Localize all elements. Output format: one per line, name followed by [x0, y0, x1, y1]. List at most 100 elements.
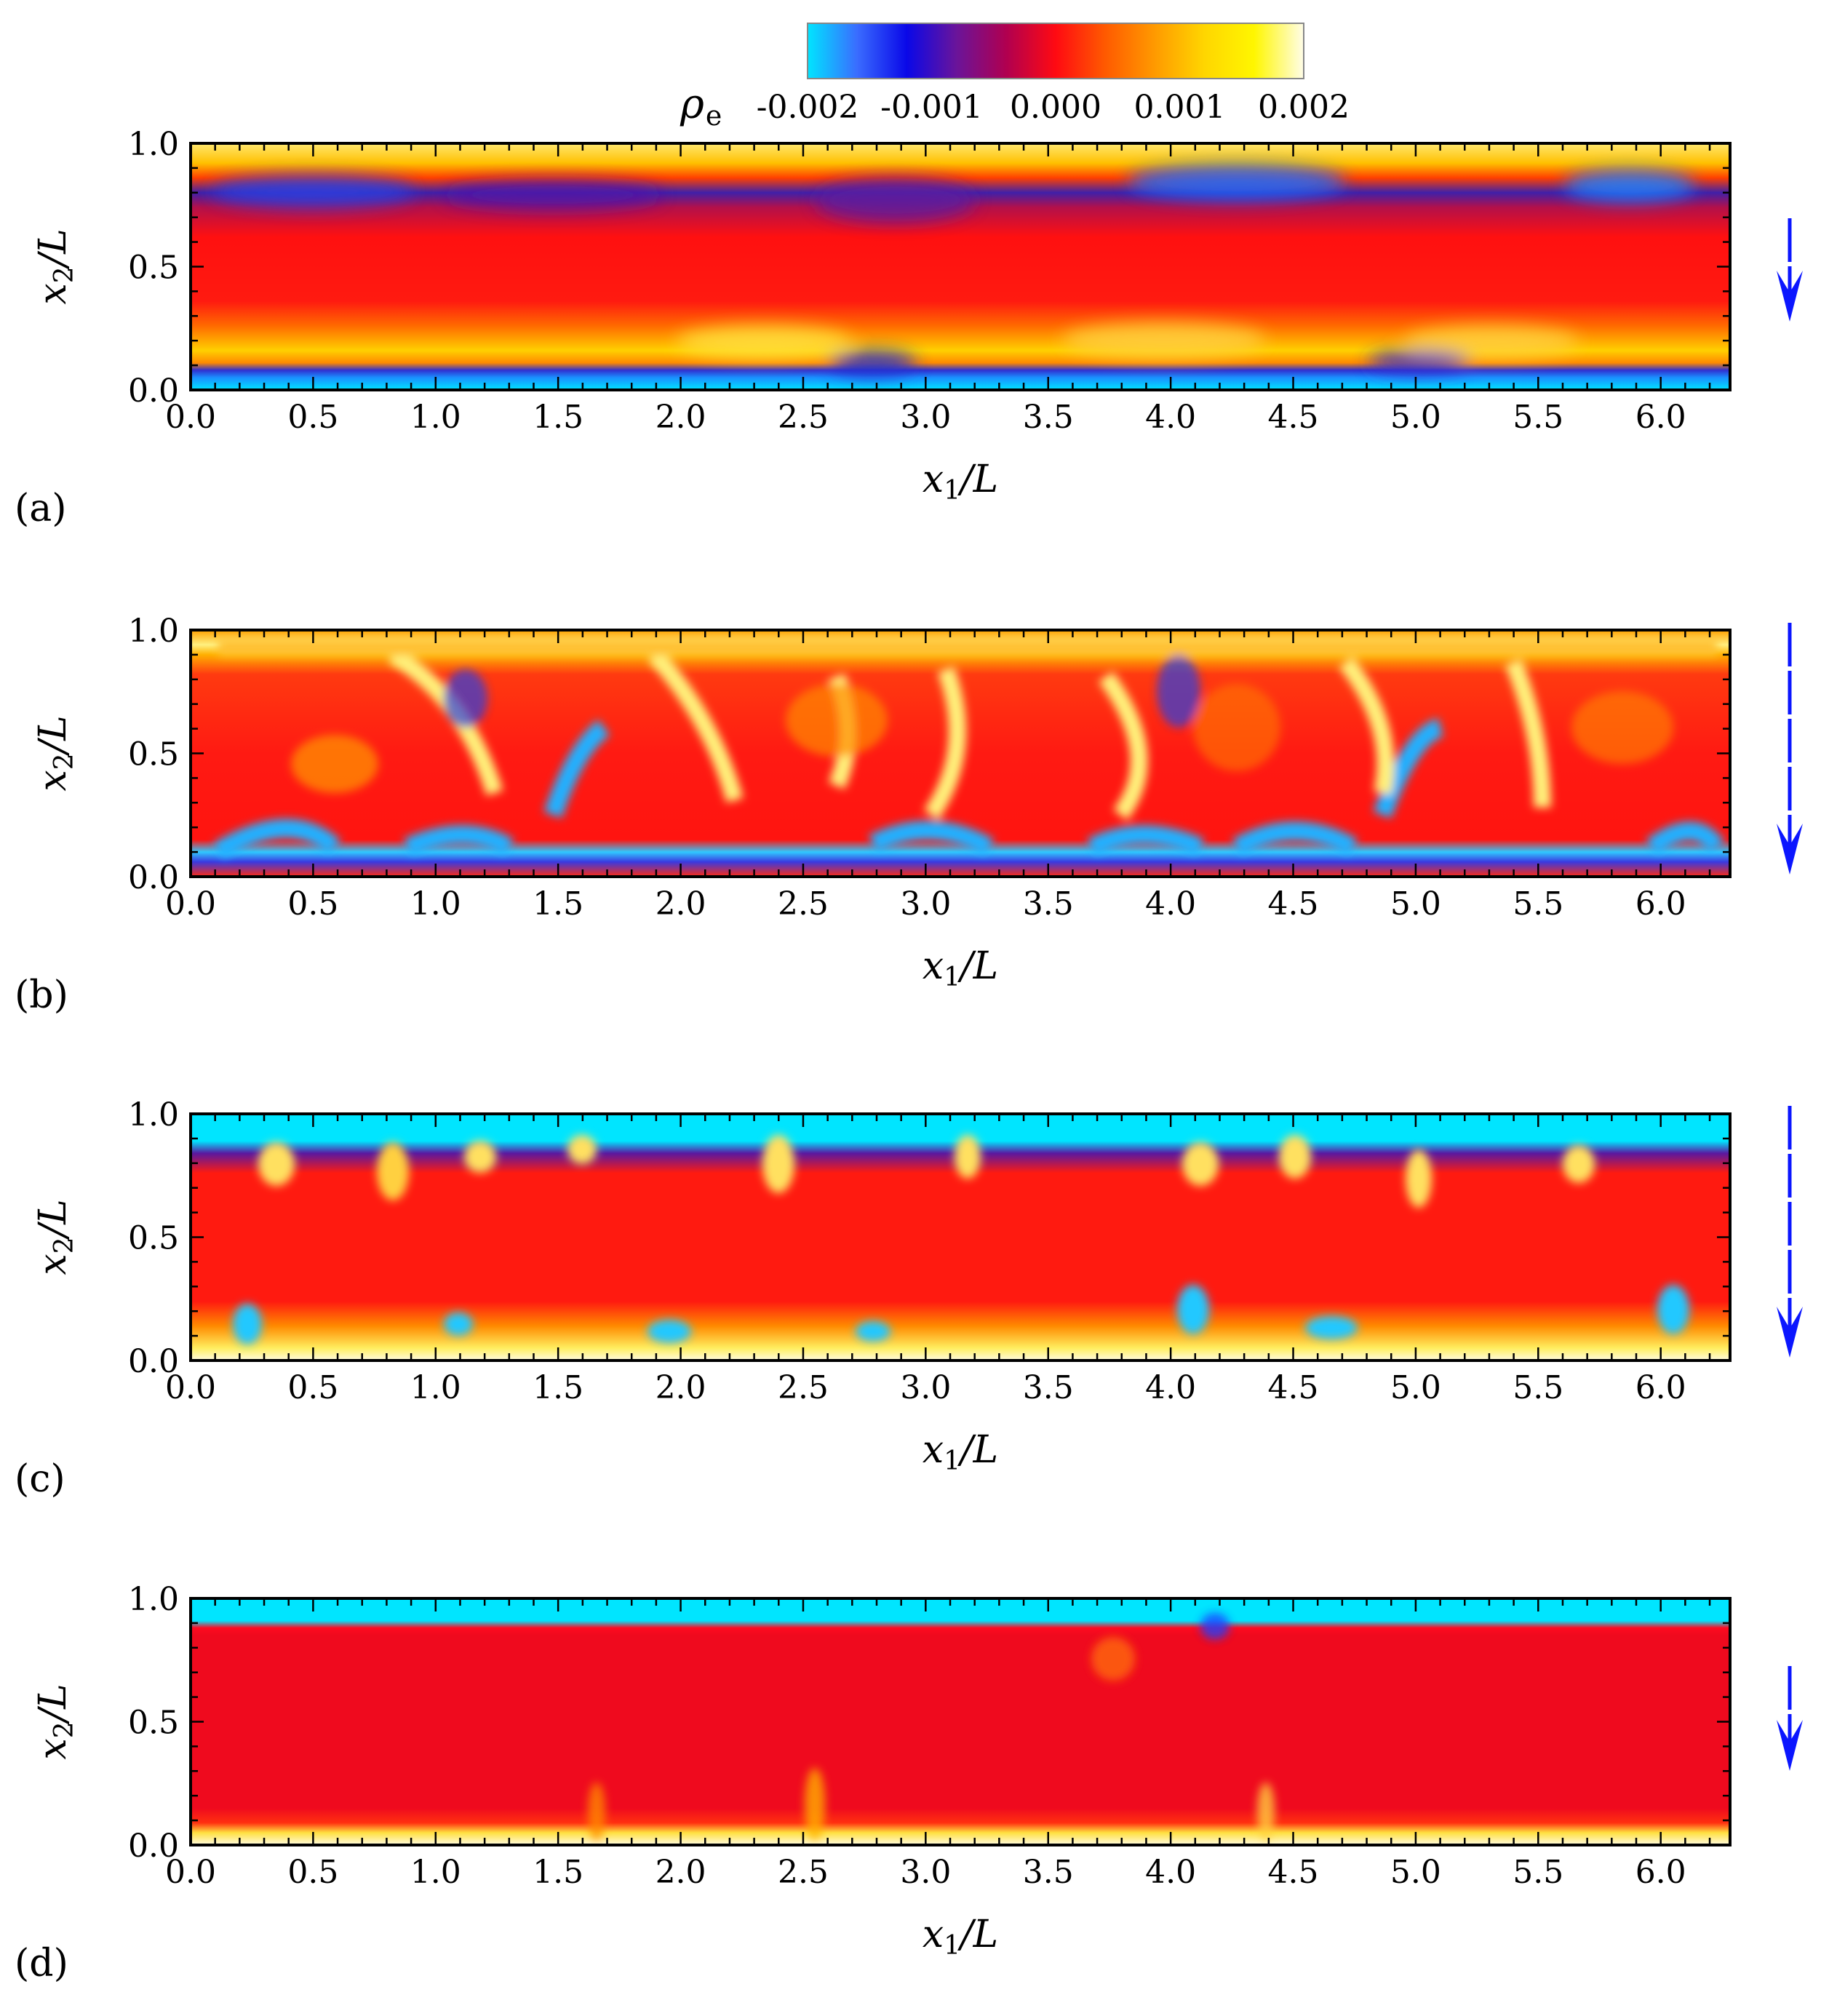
x-tick-label: 5.5	[1513, 1854, 1563, 1891]
direction-arrow-head	[1777, 271, 1803, 322]
x-axis-label: x1/L	[923, 944, 998, 992]
y-tick-label: 0.0	[128, 859, 179, 896]
y-tick-label: 0.5	[128, 1705, 179, 1742]
x-tick-label: 0.5	[287, 885, 338, 923]
x-tick-label: 4.5	[1268, 399, 1319, 436]
colorbar-tick-label: 0.002	[1258, 89, 1350, 126]
y-tick-label: 0.5	[128, 250, 179, 287]
colorbar-tick-label: -0.002	[757, 89, 859, 126]
x-tick-label: 5.0	[1390, 1854, 1441, 1891]
y-tick-label: 1.0	[128, 1096, 179, 1133]
axes-panel-d: 0.0 0.5 1.0 1.5 2.0 2.5 3.0 3.5 4.0 4.5 5.0 5.5 6.0 0…	[15, 1581, 1803, 1985]
y-tick-label: 1.0	[128, 1581, 179, 1618]
colorbar-tick-labels: -0.002 -0.001 0.000 0.001 0.002	[757, 89, 1350, 126]
direction-arrow-head	[1777, 1720, 1803, 1771]
x-tick-label: 2.5	[778, 1369, 829, 1406]
x-tick-label: 3.0	[900, 1369, 951, 1406]
direction-arrow-head	[1777, 824, 1803, 874]
x-tick-label: 0.0	[165, 1369, 216, 1406]
panel-label: (a)	[15, 487, 67, 530]
x-axis-label: x1/L	[923, 1913, 998, 1961]
y-tick-label: 0.5	[128, 736, 179, 773]
x-tick-label: 1.0	[410, 1369, 461, 1406]
x-tick-label: 0.0	[165, 885, 216, 923]
x-axis-label: x1/L	[923, 458, 998, 506]
x-tick-label: 3.0	[900, 885, 951, 923]
x-tick-label: 1.0	[410, 1854, 461, 1891]
colorbar-symbol-sub: e	[706, 100, 722, 132]
y-axis-label: x2/L	[31, 1684, 79, 1759]
x-tick-label: 1.5	[533, 885, 583, 923]
x-tick-label: 4.5	[1268, 1369, 1319, 1406]
y-axis-label: x2/L	[31, 715, 79, 791]
x-tick-label: 6.0	[1635, 1369, 1686, 1406]
axes-panel-a: 0.0 0.5 1.0 1.5 2.0 2.5 3.0 3.5 4.0 4.5 5.0 5.5 6.0 0…	[15, 126, 1803, 530]
panel-label: (d)	[15, 1942, 68, 1985]
x-tick-label: 5.5	[1513, 885, 1563, 923]
x-tick-label: 6.0	[1635, 399, 1686, 436]
y-tick-label: 0.0	[128, 1828, 179, 1865]
x-tick-label: 5.5	[1513, 399, 1563, 436]
x-tick-label: 6.0	[1635, 885, 1686, 923]
x-tick-label: 0.0	[165, 399, 216, 436]
x-tick-label: 4.0	[1145, 885, 1196, 923]
x-tick-label: 1.0	[410, 399, 461, 436]
y-axis-label: x2/L	[31, 228, 79, 304]
x-tick-label: 1.5	[533, 399, 583, 436]
panel-c	[189, 1112, 1732, 1362]
x-tick-label: 2.0	[655, 1369, 706, 1406]
x-tick-label: 2.0	[655, 1854, 706, 1891]
x-tick-label: 3.5	[1023, 885, 1074, 923]
heatmap-d	[191, 1598, 1730, 1845]
x-tick-label: 3.5	[1023, 1369, 1074, 1406]
x-tick-label: 5.0	[1390, 885, 1441, 923]
x-tick-label: 4.0	[1145, 399, 1196, 436]
y-tick-label: 1.0	[128, 126, 179, 163]
colorbar-tick-label: 0.001	[1134, 89, 1226, 126]
x-tick-label: 0.0	[165, 1854, 216, 1891]
panel-label: (b)	[15, 973, 68, 1017]
x-tick-label: 3.0	[900, 399, 951, 436]
x-tick-label: 2.0	[655, 885, 706, 923]
colorbar: ρe -0.002 -0.001 0.000 0.001 0.002	[680, 23, 1350, 132]
x-axis-label: x1/L	[923, 1428, 998, 1476]
x-tick-label: 0.5	[287, 399, 338, 436]
colorbar-symbol: ρe	[680, 81, 722, 132]
y-tick-label: 1.0	[128, 613, 179, 650]
x-tick-label: 4.5	[1268, 885, 1319, 923]
y-tick-label: 0.0	[128, 1343, 179, 1380]
x-tick-label: 5.0	[1390, 1369, 1441, 1406]
colorbar-gradient	[807, 23, 1304, 79]
x-tick-label: 4.0	[1145, 1854, 1196, 1891]
x-tick-label: 2.5	[778, 399, 829, 436]
colorbar-tick-label: 0.000	[1010, 89, 1101, 126]
panel-label: (c)	[15, 1457, 65, 1501]
y-tick-label: 0.5	[128, 1220, 179, 1257]
x-tick-label: 2.5	[778, 1854, 829, 1891]
x-tick-label: 0.5	[287, 1854, 338, 1891]
direction-arrow-head	[1777, 1307, 1803, 1358]
x-tick-label: 5.5	[1513, 1369, 1563, 1406]
y-tick-label: 0.0	[128, 372, 179, 410]
heatmap-c	[191, 1114, 1730, 1360]
x-tick-label: 0.5	[287, 1369, 338, 1406]
x-tick-label: 1.5	[533, 1854, 583, 1891]
panel-d	[189, 1597, 1732, 1846]
x-tick-label: 1.5	[533, 1369, 583, 1406]
y-axis-label: x2/L	[31, 1199, 79, 1275]
colorbar-tick-label: -0.001	[880, 89, 983, 126]
x-tick-label: 4.0	[1145, 1369, 1196, 1406]
x-tick-label: 2.0	[655, 399, 706, 436]
x-tick-label: 2.5	[778, 885, 829, 923]
x-tick-label: 4.5	[1268, 1854, 1319, 1891]
axes-panel-b: 0.0 0.5 1.0 1.5 2.0 2.5 3.0 3.5 4.0 4.5 5.0 5.5 6.0 0…	[15, 613, 1803, 1017]
panel-b	[189, 629, 1732, 878]
axes-panel-c: 0.0 0.5 1.0 1.5 2.0 2.5 3.0 3.5 4.0 4.5 5.0 5.5 6.0 0…	[15, 1096, 1803, 1501]
x-tick-label: 3.5	[1023, 1854, 1074, 1891]
x-tick-label: 3.0	[900, 1854, 951, 1891]
heatmap-a	[191, 143, 1730, 390]
panel-a	[189, 142, 1732, 391]
axes-layer: 0.0 0.5 1.0 1.5 2.0 2.5 3.0 3.5 4.0 4.5 5.0 5.5 6.0 0…	[15, 126, 1803, 1985]
x-tick-label: 6.0	[1635, 1854, 1686, 1891]
heatmap-b	[191, 630, 1730, 877]
